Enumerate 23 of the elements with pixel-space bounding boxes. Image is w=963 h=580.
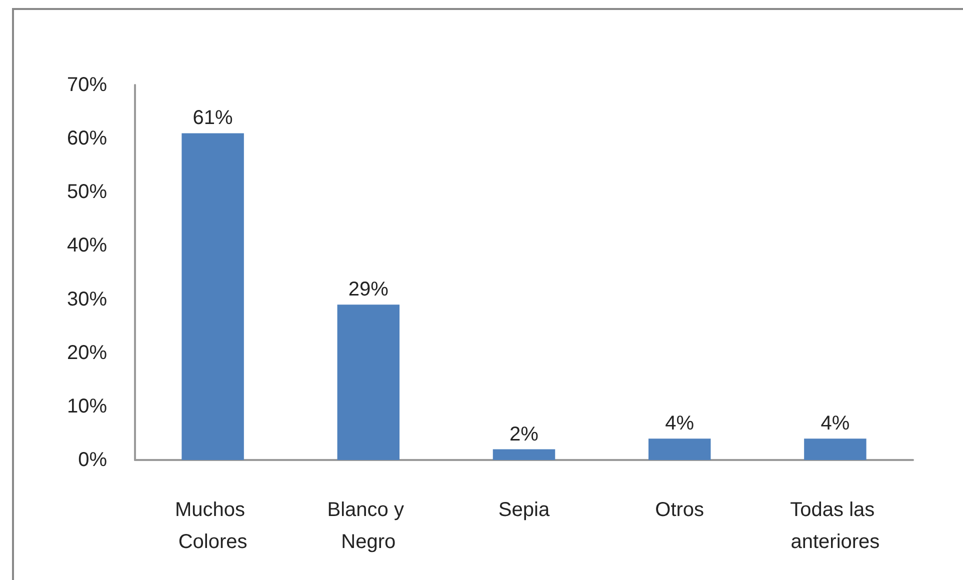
y-tick-label: 10% — [66, 395, 108, 418]
x-tick-label: Otros — [655, 499, 704, 521]
x-tick-label: Blanco y Negro — [327, 499, 410, 553]
bar — [648, 438, 711, 460]
data-label: 2% — [510, 423, 539, 446]
bar — [804, 438, 866, 460]
bar — [492, 449, 556, 460]
data-label: 4% — [820, 412, 850, 435]
bar — [182, 133, 244, 460]
y-tick-label: 60% — [66, 128, 108, 150]
y-tick-label: 20% — [66, 342, 108, 364]
data-label: 29% — [348, 278, 389, 301]
data-label: 4% — [665, 412, 694, 435]
x-tick-label: Sepia — [498, 499, 550, 521]
data-label: 61% — [192, 107, 234, 130]
y-tick-label: 30% — [66, 288, 108, 310]
y-tick-label: 40% — [66, 234, 108, 257]
y-tick-label: 70% — [66, 74, 108, 96]
y-tick-label: 0% — [78, 449, 108, 471]
x-tick-label: Todas las anteriores — [790, 499, 880, 553]
bar — [337, 304, 400, 460]
x-tick-label: Muchos Colores — [175, 499, 251, 553]
y-tick-label: 50% — [66, 181, 108, 204]
